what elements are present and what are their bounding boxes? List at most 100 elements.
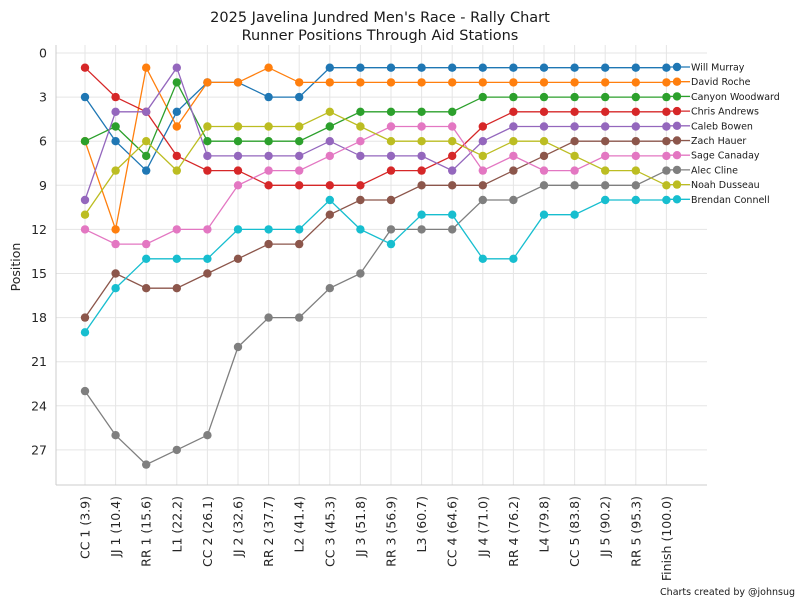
- x-tick-label: Finish (100.0): [659, 496, 674, 581]
- data-point-zach-hauer: [662, 137, 671, 146]
- grid-layer: [56, 45, 707, 485]
- data-point-david-roche: [142, 63, 151, 72]
- data-point-caleb-bowen: [356, 151, 365, 161]
- data-point-zach-hauer: [264, 239, 273, 249]
- legend-label: Canyon Woodward: [691, 92, 780, 103]
- data-point-caleb-bowen: [142, 107, 151, 117]
- data-point-noah-dusseau: [448, 137, 457, 146]
- y-tick-label: 21: [31, 354, 47, 369]
- data-point-zach-hauer: [570, 137, 579, 146]
- data-point-brendan-connell: [417, 210, 426, 219]
- data-point-david-roche: [478, 78, 487, 87]
- legend-label: David Roche: [691, 77, 751, 88]
- legend-item-brendan-connell: Brendan Connell: [664, 195, 770, 206]
- data-point-canyon-woodward: [172, 78, 181, 87]
- data-point-will-murray: [631, 63, 640, 72]
- data-point-chris-andrews: [172, 151, 181, 161]
- data-point-noah-dusseau: [539, 137, 549, 146]
- data-point-alec-cline: [601, 181, 610, 190]
- x-tick-label: JJ 1 (10.4): [108, 496, 123, 558]
- series-zach-hauer: [80, 137, 671, 322]
- data-point-canyon-woodward: [203, 137, 212, 146]
- x-tick-label: JJ 2 (32.6): [231, 496, 246, 558]
- data-point-sage-canaday: [539, 166, 549, 175]
- data-point-zach-hauer: [142, 284, 151, 293]
- legend-swatch-marker: [672, 151, 682, 160]
- data-point-david-roche: [448, 78, 457, 87]
- data-point-noah-dusseau: [601, 166, 610, 175]
- x-tick-label: L1 (22.2): [169, 496, 184, 552]
- data-point-noah-dusseau: [631, 166, 640, 175]
- data-point-caleb-bowen: [448, 166, 457, 175]
- data-point-alec-cline: [509, 195, 518, 205]
- series-line-caleb-bowen: [84, 66, 667, 201]
- data-point-alec-cline: [570, 181, 579, 190]
- data-point-sage-canaday: [509, 151, 518, 161]
- data-point-sage-canaday: [80, 225, 90, 234]
- data-point-chris-andrews: [356, 181, 365, 190]
- data-point-caleb-bowen: [295, 151, 304, 161]
- y-tick-label: 6: [39, 134, 47, 149]
- data-point-zach-hauer: [417, 181, 426, 190]
- data-point-alec-cline: [448, 225, 457, 234]
- data-point-brendan-connell: [601, 195, 610, 205]
- series-line-canyon-woodward: [84, 80, 667, 158]
- data-point-canyon-woodward: [601, 92, 610, 102]
- data-point-sage-canaday: [356, 137, 365, 146]
- data-point-sage-canaday: [631, 151, 640, 161]
- legend-item-will-murray: Will Murray: [664, 63, 745, 74]
- x-tick-label: JJ 5 (90.2): [598, 496, 613, 558]
- data-point-alec-cline: [386, 225, 396, 234]
- data-point-canyon-woodward: [142, 151, 151, 161]
- data-point-zach-hauer: [80, 313, 90, 322]
- y-tick-label: 9: [39, 178, 47, 193]
- series-line-chris-andrews: [84, 67, 667, 186]
- legend-swatch-marker: [672, 195, 682, 204]
- data-point-will-murray: [386, 63, 396, 72]
- legend-item-chris-andrews: Chris Andrews: [664, 107, 759, 118]
- data-point-noah-dusseau: [264, 122, 273, 131]
- x-tick-label: L4 (79.8): [537, 496, 552, 552]
- data-point-zach-hauer: [386, 195, 396, 205]
- data-point-noah-dusseau: [356, 122, 365, 131]
- legend-item-david-roche: David Roche: [664, 77, 751, 88]
- data-point-noah-dusseau: [295, 122, 304, 131]
- data-point-caleb-bowen: [539, 122, 549, 131]
- data-point-brendan-connell: [203, 254, 212, 263]
- x-tick-label: L3 (60.7): [414, 496, 429, 552]
- data-point-noah-dusseau: [478, 151, 487, 161]
- series-canyon-woodward: [80, 78, 671, 161]
- data-point-brendan-connell: [662, 195, 671, 205]
- data-point-noah-dusseau: [417, 137, 426, 146]
- data-point-chris-andrews: [233, 166, 243, 175]
- data-point-noah-dusseau: [233, 122, 243, 131]
- data-point-sage-canaday: [417, 122, 426, 131]
- data-point-chris-andrews: [295, 181, 304, 190]
- series-noah-dusseau: [80, 107, 671, 219]
- data-point-caleb-bowen: [478, 137, 487, 146]
- data-point-zach-hauer: [325, 210, 334, 219]
- data-point-will-murray: [509, 63, 518, 72]
- data-point-canyon-woodward: [509, 92, 518, 102]
- data-point-caleb-bowen: [570, 122, 579, 131]
- data-point-zach-hauer: [111, 269, 120, 278]
- data-point-will-murray: [356, 63, 365, 72]
- data-point-zach-hauer: [448, 181, 457, 190]
- data-point-canyon-woodward: [111, 122, 120, 131]
- y-tick-label: 27: [31, 442, 47, 457]
- data-point-alec-cline: [264, 313, 273, 322]
- y-tick-label: 3: [39, 90, 47, 105]
- data-point-noah-dusseau: [662, 181, 671, 190]
- data-point-caleb-bowen: [509, 122, 518, 131]
- data-point-david-roche: [386, 78, 396, 87]
- data-point-alec-cline: [111, 431, 120, 440]
- data-point-caleb-bowen: [417, 151, 426, 161]
- axes-layer: [55, 45, 707, 486]
- data-point-caleb-bowen: [264, 151, 273, 161]
- data-point-will-murray: [662, 63, 671, 72]
- series-will-murray: [80, 63, 671, 175]
- data-point-david-roche: [264, 63, 273, 72]
- data-point-brendan-connell: [172, 254, 181, 263]
- data-point-will-murray: [448, 63, 457, 72]
- data-point-canyon-woodward: [662, 92, 671, 102]
